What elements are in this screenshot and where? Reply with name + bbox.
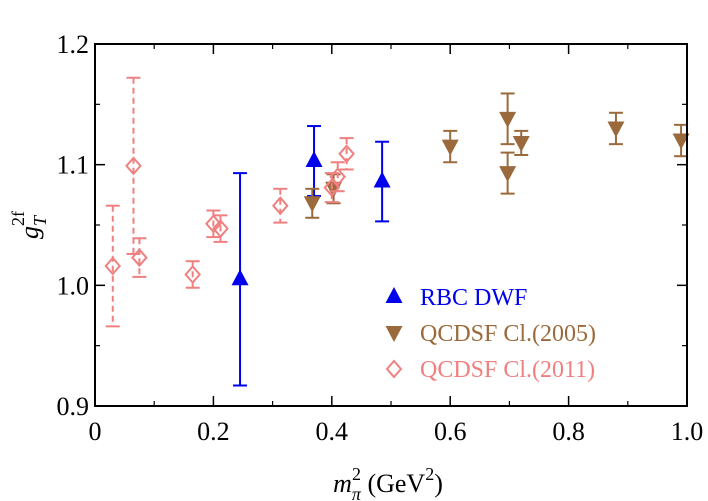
y-axis-label: gT2f (8, 211, 50, 239)
data-point (329, 167, 347, 187)
plot-frame (94, 43, 688, 407)
x-tick-label: 1.0 (671, 417, 704, 446)
data-point (231, 269, 249, 286)
data-point (512, 135, 530, 152)
data-point (212, 219, 229, 239)
legend-label: QCDSF Cl.(2005) (420, 321, 596, 347)
x-tick-label: 0 (89, 417, 102, 446)
legend: RBC DWF QCDSF Cl.(2005) QCDSF Cl.(2011) (385, 285, 596, 383)
data-point (271, 196, 289, 216)
x-axis-label: mπ2 (GeV2) (333, 464, 443, 501)
data-point (672, 133, 690, 150)
x-tick-label: 0.4 (316, 417, 349, 446)
data-point (104, 256, 122, 276)
data-point (441, 139, 459, 156)
series-1 (231, 125, 391, 387)
series-2 (303, 92, 690, 219)
legend-label: QCDSF Cl.(2011) (420, 357, 595, 383)
x-tick-label: 0.2 (197, 417, 230, 446)
y-tick-label: 1.0 (57, 271, 90, 300)
legend-marker (385, 326, 403, 342)
y-tick-label: 1.1 (57, 151, 90, 180)
x-axis-ticks (94, 44, 688, 406)
data-point (499, 166, 517, 183)
data-point (607, 121, 625, 138)
y-tick-label: 1.2 (57, 30, 90, 59)
legend-marker (385, 287, 403, 303)
series-3 (104, 76, 355, 328)
data-point (305, 151, 323, 168)
x-tick-label: 0.6 (434, 417, 467, 446)
data-point (338, 144, 355, 164)
x-tick-label: 0.8 (552, 417, 585, 446)
legend-marker (385, 359, 403, 379)
y-axis-ticks (95, 43, 687, 407)
data-point (205, 214, 222, 234)
data-point (131, 248, 148, 268)
data-point (499, 111, 517, 128)
data-point (303, 196, 321, 213)
legend-label: RBC DWF (420, 285, 527, 311)
tick-labels: 0 0.2 0.4 0.6 0.8 1.0 0.9 1.0 1.1 1.2 (57, 30, 704, 446)
y-tick-label: 0.9 (57, 392, 90, 421)
data-point (323, 178, 341, 198)
data-point (125, 156, 142, 176)
data-point (373, 171, 391, 188)
data-point (184, 264, 202, 284)
data-series (104, 76, 690, 387)
